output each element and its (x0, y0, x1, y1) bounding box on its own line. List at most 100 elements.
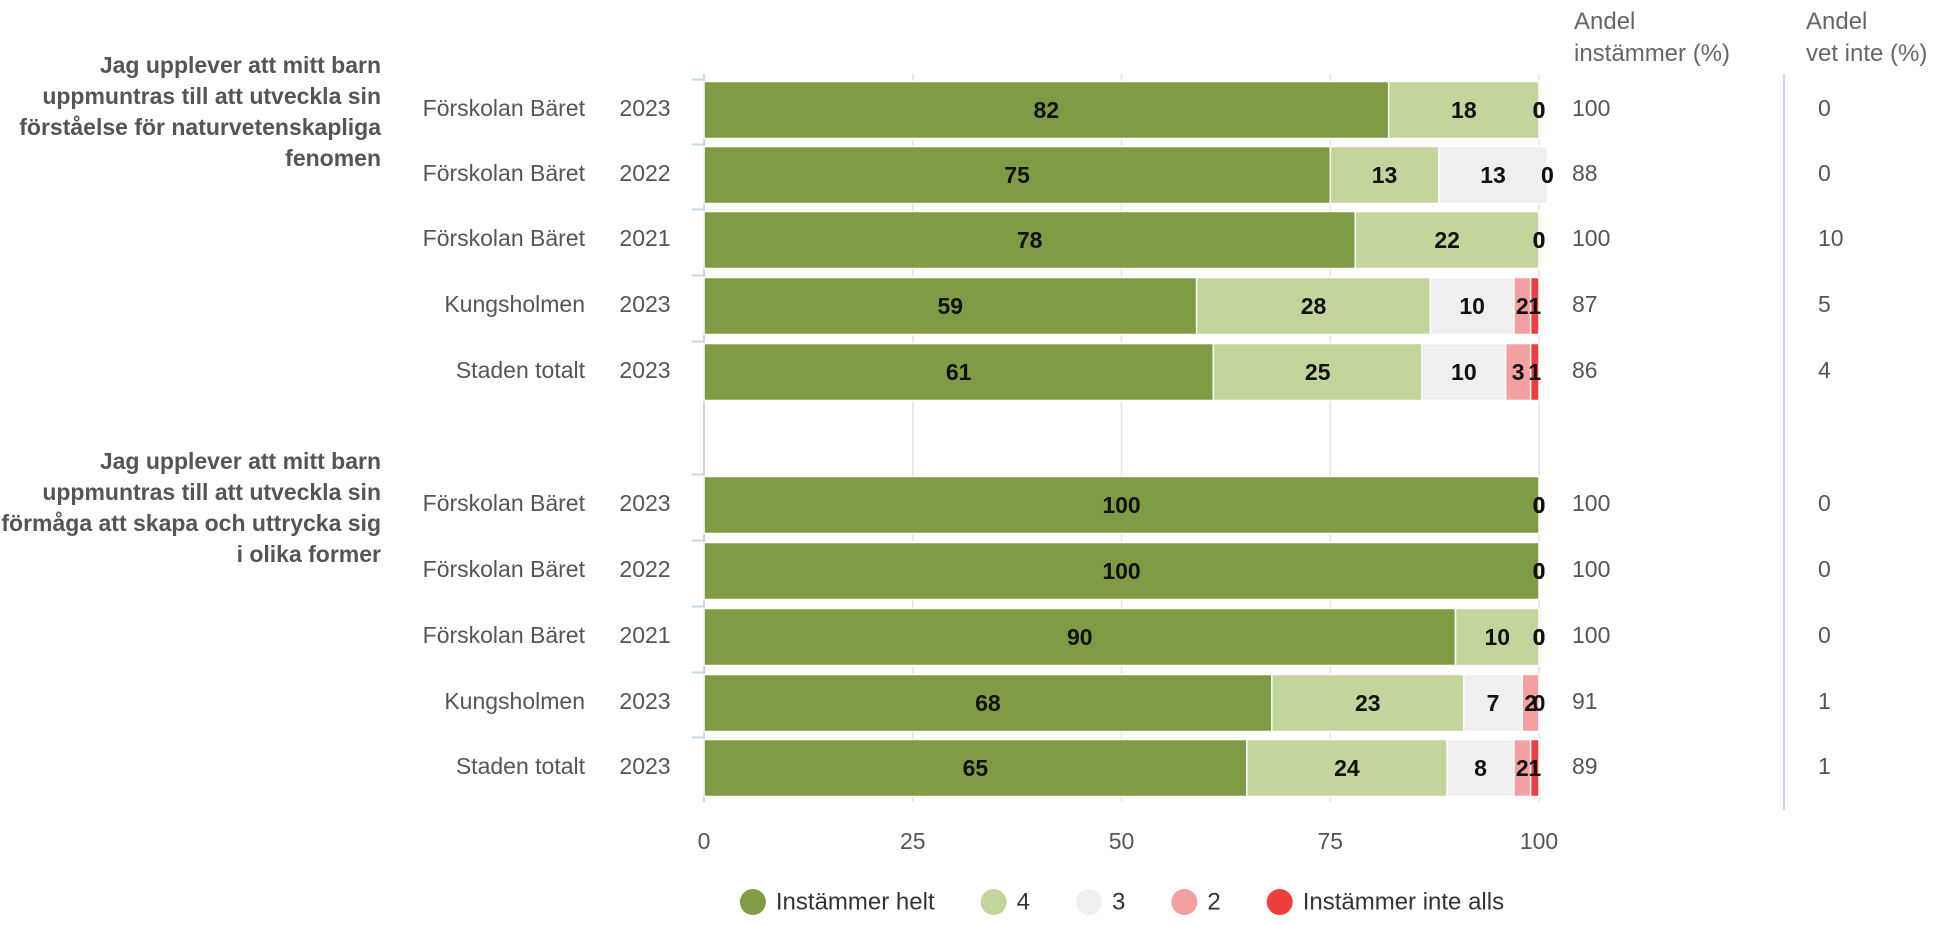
data-label: 82 (1034, 97, 1060, 123)
bar-segment (1271, 673, 1465, 733)
data-label: 0 (1533, 97, 1546, 123)
data-label: 3 (1512, 359, 1525, 385)
data-label: 10 (1459, 293, 1485, 319)
andel-instammer: 89 (1572, 753, 1598, 779)
year-label: 2023 (619, 291, 670, 317)
legend-label: 4 (1017, 888, 1030, 915)
year-label: 2023 (619, 688, 670, 714)
data-label: 1 (1528, 293, 1541, 319)
data-label: 78 (1017, 227, 1043, 253)
year-label: 2023 (619, 357, 670, 383)
category-label: Staden totalt (456, 357, 586, 383)
andel-vet-inte: 0 (1818, 556, 1831, 582)
year-label: 2023 (619, 753, 670, 779)
andel-vet-inte: 0 (1818, 160, 1831, 186)
andel-vet-inte: 0 (1818, 622, 1831, 648)
data-label: 10 (1451, 359, 1477, 385)
andel-instammer: 100 (1572, 225, 1610, 251)
bar-segment (703, 276, 1198, 336)
bar-segment (703, 738, 1248, 798)
data-label: 65 (963, 755, 989, 781)
data-label: 7 (1487, 690, 1500, 716)
legend-marker (1075, 889, 1102, 915)
data-label: 100 (1102, 558, 1140, 584)
data-label: 2 (1516, 293, 1529, 319)
bar-segment (1195, 276, 1432, 336)
data-label: 8 (1474, 755, 1487, 781)
data-label: 10 (1484, 624, 1510, 650)
data-label: 1 (1528, 755, 1541, 781)
bar-segment (1521, 673, 1540, 733)
legend-label: Instämmer inte alls (1303, 888, 1504, 915)
data-label: 0 (1533, 227, 1546, 253)
x-tick-label: 25 (900, 828, 926, 854)
legend-item[interactable]: Instämmer helt (739, 888, 935, 915)
andel-vet-inte: 4 (1818, 357, 1831, 383)
data-label: 0 (1541, 162, 1554, 188)
data-label: 1 (1528, 359, 1541, 385)
legend-marker (1171, 889, 1198, 915)
legend-item[interactable]: 3 (1075, 888, 1125, 915)
data-label: 23 (1355, 690, 1381, 716)
legend-item[interactable]: Instämmer inte alls (1266, 888, 1504, 915)
category-label: Staden totalt (456, 753, 586, 779)
year-label: 2022 (619, 556, 670, 582)
data-label: 0 (1533, 97, 1546, 123)
andel-vet-inte: 10 (1818, 225, 1844, 251)
column-header: Andel vet inte (%) (1806, 8, 1928, 67)
andel-vet-inte: 1 (1818, 688, 1831, 714)
legend-item[interactable]: 4 (980, 888, 1030, 915)
data-label: 0 (1533, 492, 1546, 518)
data-label: 0 (1533, 558, 1546, 584)
data-label: 0 (1541, 162, 1554, 188)
year-label: 2021 (619, 225, 670, 251)
data-label: 0 (1533, 492, 1546, 518)
bar-segment (703, 145, 1331, 205)
bar-segment (1529, 738, 1540, 798)
bar-segment (1421, 342, 1507, 402)
data-label: 0 (1533, 492, 1546, 518)
group-label: Jag upplever att mitt barn uppmuntras ti… (19, 52, 381, 171)
andel-instammer: 87 (1572, 291, 1598, 317)
data-label: 61 (946, 359, 972, 385)
data-label: 24 (1334, 755, 1360, 781)
data-label: 18 (1451, 97, 1477, 123)
data-label: 2 (1524, 690, 1537, 716)
data-label: 0 (1533, 624, 1546, 650)
category-label: Förskolan Bäret (423, 225, 586, 251)
andel-instammer: 100 (1572, 95, 1610, 121)
bar-segment (703, 80, 1390, 140)
data-label: 0 (1533, 558, 1546, 584)
andel-instammer: 100 (1572, 622, 1610, 648)
year-label: 2021 (619, 622, 670, 648)
data-label: 13 (1372, 162, 1398, 188)
data-label: 0 (1533, 227, 1546, 253)
bar-segment (1354, 210, 1540, 270)
legend-item[interactable]: 2 (1171, 888, 1221, 915)
andel-vet-inte: 1 (1818, 753, 1831, 779)
year-label: 2023 (619, 95, 670, 121)
bar-segment (1504, 342, 1532, 402)
data-label: 2 (1516, 755, 1529, 781)
legend-label: 2 (1207, 888, 1220, 915)
x-tick-label: 0 (698, 828, 711, 854)
andel-instammer: 100 (1572, 556, 1610, 582)
andel-instammer: 91 (1572, 688, 1598, 714)
data-label: 0 (1533, 97, 1546, 123)
bar-segment (703, 475, 1540, 535)
x-tick-label: 75 (1317, 828, 1343, 854)
category-label: Förskolan Bäret (423, 95, 586, 121)
data-label: 13 (1480, 162, 1506, 188)
bar-segment (1446, 738, 1515, 798)
data-label: 0 (1533, 558, 1546, 584)
group-label: Jag upplever att mitt barn uppmuntras ti… (1, 448, 381, 567)
bar-segment (1529, 342, 1540, 402)
bar-segment (703, 541, 1540, 601)
category-label: Kungsholmen (444, 688, 585, 714)
andel-vet-inte: 0 (1818, 95, 1831, 121)
data-label: 59 (938, 293, 964, 319)
data-label: 0 (1533, 690, 1546, 716)
category-label: Förskolan Bäret (423, 160, 586, 186)
x-tick-label: 50 (1109, 828, 1135, 854)
